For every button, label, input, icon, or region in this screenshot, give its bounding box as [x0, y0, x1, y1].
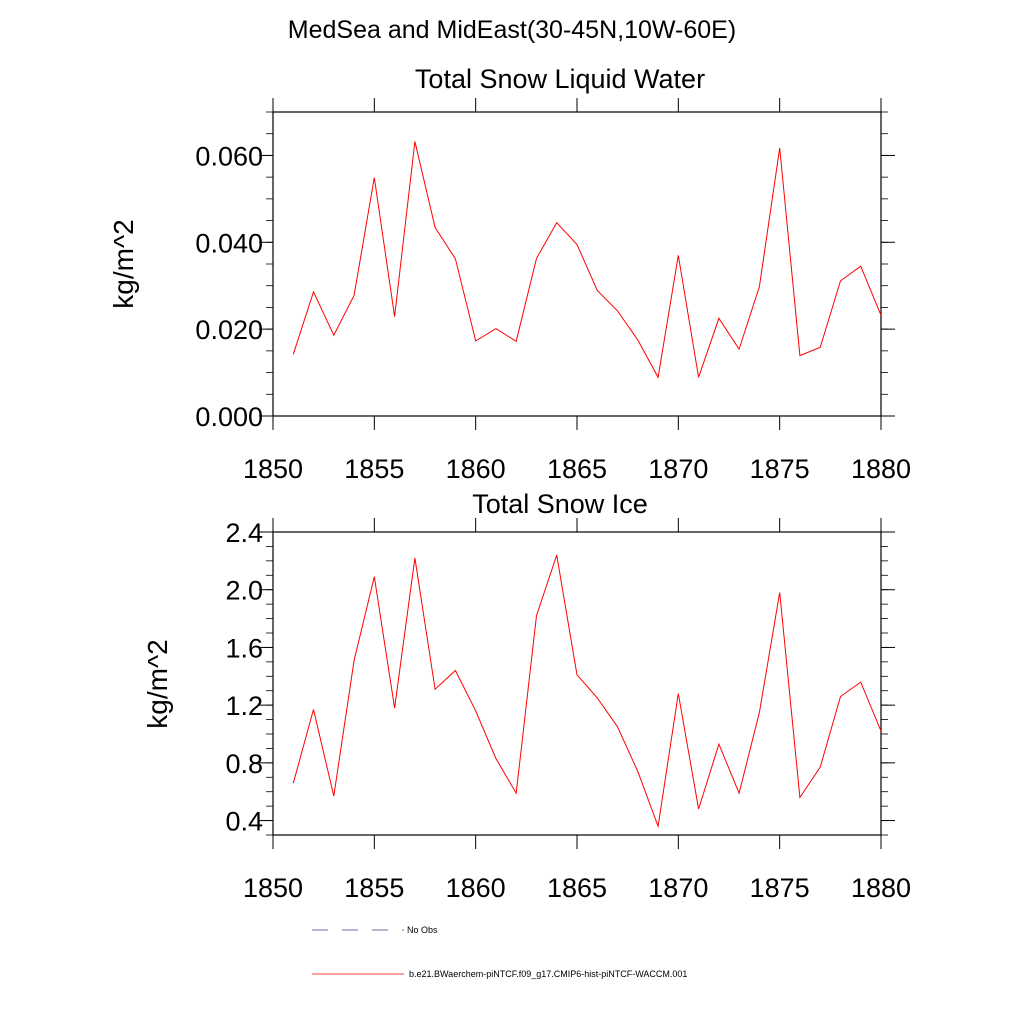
x-tick-label: 1880 [851, 454, 911, 484]
x-tick-label: 1860 [446, 454, 506, 484]
x-tick-label: 1850 [243, 454, 303, 484]
legend: No Obs b.e21.BWaerchem-piNTCF.f09_g17.CMI… [312, 925, 687, 979]
x-tick-label: 1855 [344, 873, 404, 903]
x-tick-label: 1870 [648, 454, 708, 484]
y-axis-label-ice: kg/m^2 [142, 639, 173, 728]
y-tick-label: 2.4 [225, 518, 263, 548]
series-line-liquid-water [292, 141, 882, 379]
x-tick-label: 1875 [750, 454, 810, 484]
y-tick-label: 0.060 [195, 141, 263, 171]
plot-frame-liquid-water [272, 111, 882, 417]
chart-title-ice: Total Snow Ice [472, 489, 648, 519]
chart-panel-snow-ice: Total Snow Ice 1850 1855 1860 1865 1870 1875 18… [142, 489, 911, 903]
x-tick-label: 1850 [243, 873, 303, 903]
y-tick-label: 0.4 [225, 807, 263, 837]
y-tick-label: 0.000 [195, 402, 263, 432]
x-tick-label: 1865 [547, 454, 607, 484]
x-tick-label: 1880 [851, 873, 911, 903]
y-axis-label-liquid-water: kg/m^2 [108, 219, 139, 308]
y-tick-label: 2.0 [225, 576, 263, 606]
x-tick-label: 1860 [446, 873, 506, 903]
y-tick-label: 0.020 [195, 315, 263, 345]
series-line-ice [292, 554, 882, 829]
legend-label-no-obs: No Obs [407, 925, 438, 935]
x-tick-label: 1875 [750, 873, 810, 903]
figure-title: MedSea and MidEast(30-45N,10W-60E) [287, 16, 737, 44]
y-tick-label: 0.040 [195, 228, 263, 258]
y-tick-label: 0.8 [225, 749, 263, 779]
x-tick-label: 1865 [547, 873, 607, 903]
x-tick-label: 1855 [344, 454, 404, 484]
plot-frame-ice [272, 531, 882, 836]
chart-panel-snow-liquid-water: Total Snow Liquid Water 1850 1855 1860 1865 1… [108, 64, 911, 484]
legend-label-model: b.e21.BWaerchem-piNTCF.f09_g17.CMIP6-his… [409, 969, 687, 979]
chart-title-liquid-water: Total Snow Liquid Water [415, 64, 705, 94]
y-tick-label: 1.2 [225, 691, 263, 721]
x-tick-label: 1870 [648, 873, 708, 903]
y-tick-label: 1.6 [225, 633, 263, 663]
